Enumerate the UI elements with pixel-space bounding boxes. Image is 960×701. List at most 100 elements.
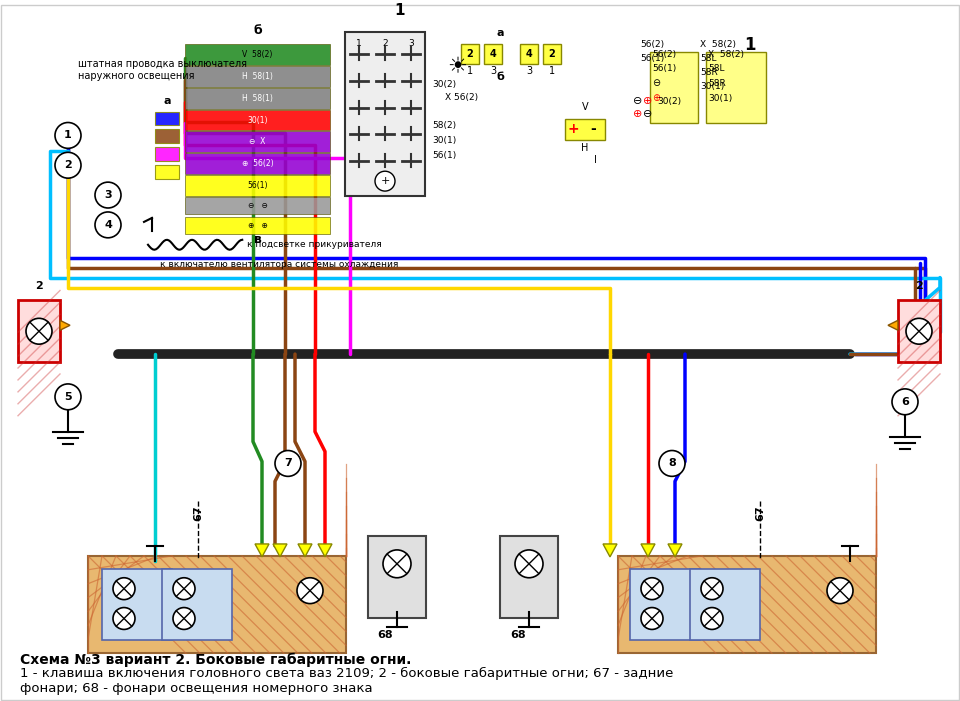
Bar [88, 556, 346, 653]
Circle shape [641, 578, 663, 599]
Text: 1: 1 [549, 66, 555, 76]
Bar [185, 154, 330, 174]
Polygon shape [888, 320, 898, 330]
Text: 3: 3 [526, 66, 532, 76]
Text: ⊖  X: ⊖ X [250, 137, 266, 147]
Text: а: а [163, 95, 171, 106]
Text: 56(1): 56(1) [248, 181, 268, 190]
Text: 7: 7 [284, 458, 292, 468]
Text: 67: 67 [755, 505, 765, 521]
Polygon shape [60, 320, 70, 330]
Bar [185, 44, 330, 65]
Bar [630, 569, 700, 641]
Text: 1: 1 [356, 39, 362, 48]
Text: 3: 3 [408, 39, 414, 48]
Circle shape [26, 318, 52, 344]
Circle shape [383, 550, 411, 578]
Text: +: + [380, 176, 390, 186]
Text: 58L: 58L [708, 64, 725, 73]
Circle shape [113, 608, 135, 629]
Circle shape [515, 550, 543, 578]
Circle shape [173, 578, 195, 599]
Text: 6: 6 [901, 397, 909, 407]
Circle shape [375, 171, 395, 191]
Text: ⊖: ⊖ [643, 109, 653, 118]
Text: 56(1): 56(1) [432, 151, 456, 161]
Text: 3: 3 [105, 190, 111, 200]
Text: 68: 68 [510, 630, 526, 641]
Text: 1: 1 [467, 66, 473, 76]
Text: 2: 2 [64, 161, 72, 170]
Bar [162, 569, 232, 641]
Bar [565, 118, 605, 140]
Polygon shape [668, 544, 682, 557]
Bar [185, 132, 330, 152]
Circle shape [55, 384, 81, 410]
Text: 3: 3 [490, 66, 496, 76]
Circle shape [173, 608, 195, 629]
Text: 68: 68 [377, 630, 393, 641]
Text: X  58(2): X 58(2) [700, 40, 736, 49]
Text: б: б [496, 72, 504, 82]
Text: H: H [582, 144, 588, 154]
Text: ⊕: ⊕ [633, 109, 642, 118]
Polygon shape [298, 544, 312, 557]
Text: 58R: 58R [700, 68, 718, 77]
Circle shape [892, 389, 918, 415]
Polygon shape [255, 544, 269, 557]
Bar [185, 109, 330, 130]
Bar [484, 44, 502, 64]
Text: 2: 2 [382, 39, 388, 48]
Text: 4: 4 [104, 220, 112, 230]
Bar [650, 52, 698, 123]
Text: 56(2): 56(2) [652, 50, 676, 59]
Text: +: + [567, 123, 579, 137]
Text: 56(1): 56(1) [640, 54, 664, 63]
Text: 30(2): 30(2) [432, 80, 456, 89]
Text: H  58(1): H 58(1) [242, 72, 273, 81]
Text: штатная проводка выключателя: штатная проводка выключателя [78, 59, 247, 69]
Text: 30(1): 30(1) [708, 94, 732, 102]
Circle shape [95, 212, 121, 238]
Bar [185, 197, 330, 214]
Text: 30(1): 30(1) [432, 137, 456, 145]
Text: ⊖   ⊖: ⊖ ⊖ [248, 201, 268, 210]
Text: 5: 5 [64, 392, 72, 402]
Text: 56(1): 56(1) [652, 64, 676, 73]
Text: 56(2): 56(2) [640, 40, 664, 49]
Circle shape [297, 578, 323, 604]
Text: наружного освещения: наружного освещения [78, 71, 195, 81]
Polygon shape [318, 544, 332, 557]
Circle shape [113, 578, 135, 599]
Bar [520, 44, 538, 64]
Bar [185, 88, 330, 109]
Circle shape [701, 608, 723, 629]
Bar [185, 66, 330, 87]
Bar [18, 301, 60, 362]
Text: V: V [582, 102, 588, 111]
Text: ⊕  56(2): ⊕ 56(2) [242, 159, 274, 168]
Text: 1: 1 [64, 130, 72, 140]
Text: ⊕: ⊕ [643, 95, 653, 106]
Bar [500, 536, 558, 618]
Text: 8: 8 [668, 458, 676, 468]
Circle shape [55, 152, 81, 178]
Text: 30(2): 30(2) [657, 97, 682, 106]
Text: к включателю вентилятора системы охлаждения: к включателю вентилятора системы охлажде… [160, 260, 398, 269]
Circle shape [906, 318, 932, 344]
Text: а: а [496, 28, 504, 38]
Text: -: - [590, 123, 596, 137]
Text: 2: 2 [915, 282, 923, 292]
Bar [345, 32, 425, 196]
Text: ⊕   ⊕: ⊕ ⊕ [248, 221, 268, 230]
Circle shape [55, 123, 81, 149]
Text: H  58(1): H 58(1) [242, 94, 273, 102]
Text: 2: 2 [467, 49, 473, 59]
Text: б: б [253, 24, 262, 37]
Bar [185, 217, 330, 234]
Text: 30(1): 30(1) [248, 116, 268, 125]
Text: к подсветке прикуривателя: к подсветке прикуривателя [248, 240, 382, 250]
Text: фонари; 68 - фонари освещения номерного знака: фонари; 68 - фонари освещения номерного … [20, 682, 372, 695]
Bar [155, 111, 179, 125]
Text: 58(2): 58(2) [432, 121, 456, 130]
